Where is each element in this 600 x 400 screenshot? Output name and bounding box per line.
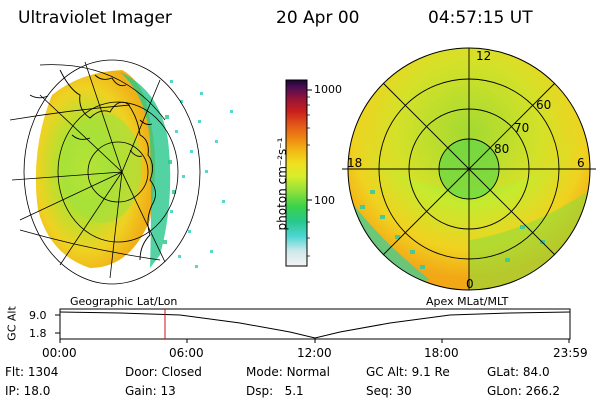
status-flt: Flt: 1304 — [5, 365, 59, 379]
status-mode: Mode: Normal — [246, 365, 330, 379]
lat-label-70: 70 — [514, 121, 530, 135]
colorbar-tick-100: 100 — [314, 194, 335, 207]
magnetic-polar-plot — [342, 47, 596, 291]
colorbar — [285, 79, 312, 267]
geographic-image — [9, 59, 233, 285]
alt-ytick-9: 9.0 — [29, 309, 47, 322]
mlt-label-6: 6 — [577, 156, 585, 170]
date-label: 20 Apr 00 — [276, 8, 360, 28]
geographic-caption: Geographic Lat/Lon — [70, 295, 178, 308]
colorbar-unit-label: photon cm⁻²s⁻¹ — [275, 137, 289, 231]
mlt-label-18: 18 — [347, 156, 363, 170]
status-glat: GLat: 84.0 — [487, 365, 550, 379]
status-gc-alt: GC Alt: 9.1 Re — [366, 365, 450, 379]
status-seq: Seq: 30 — [366, 384, 412, 398]
lat-label-60: 60 — [536, 98, 552, 112]
alt-ytick-1.8: 1.8 — [29, 327, 47, 340]
time-label: 04:57:15 UT — [428, 8, 533, 28]
lat-label-80: 80 — [494, 142, 510, 156]
status-glon: GLon: 266.2 — [487, 384, 560, 398]
alt-xtick-0: 00:00 — [42, 346, 77, 360]
colorbar-tick-1000: 1000 — [314, 83, 342, 96]
status-door: Door: Closed — [125, 365, 202, 379]
alt-ylabel: GC Alt — [5, 306, 19, 341]
alt-xtick-3: 18:00 — [424, 346, 459, 360]
status-ip: IP: 18.0 — [5, 384, 51, 398]
status-gain: Gain: 13 — [125, 384, 176, 398]
status-dsp: Dsp: 5.1 — [246, 384, 304, 398]
mlt-label-12: 12 — [476, 49, 492, 63]
altitude-plot — [55, 308, 571, 343]
apex-caption: Apex MLat/MLT — [426, 295, 509, 308]
alt-xtick-2: 12:00 — [297, 346, 332, 360]
app-title: Ultraviolet Imager — [18, 8, 172, 28]
mlt-label-0: 0 — [466, 277, 474, 291]
alt-xtick-4: 23:59 — [553, 346, 588, 360]
alt-xtick-1: 06:00 — [169, 346, 204, 360]
